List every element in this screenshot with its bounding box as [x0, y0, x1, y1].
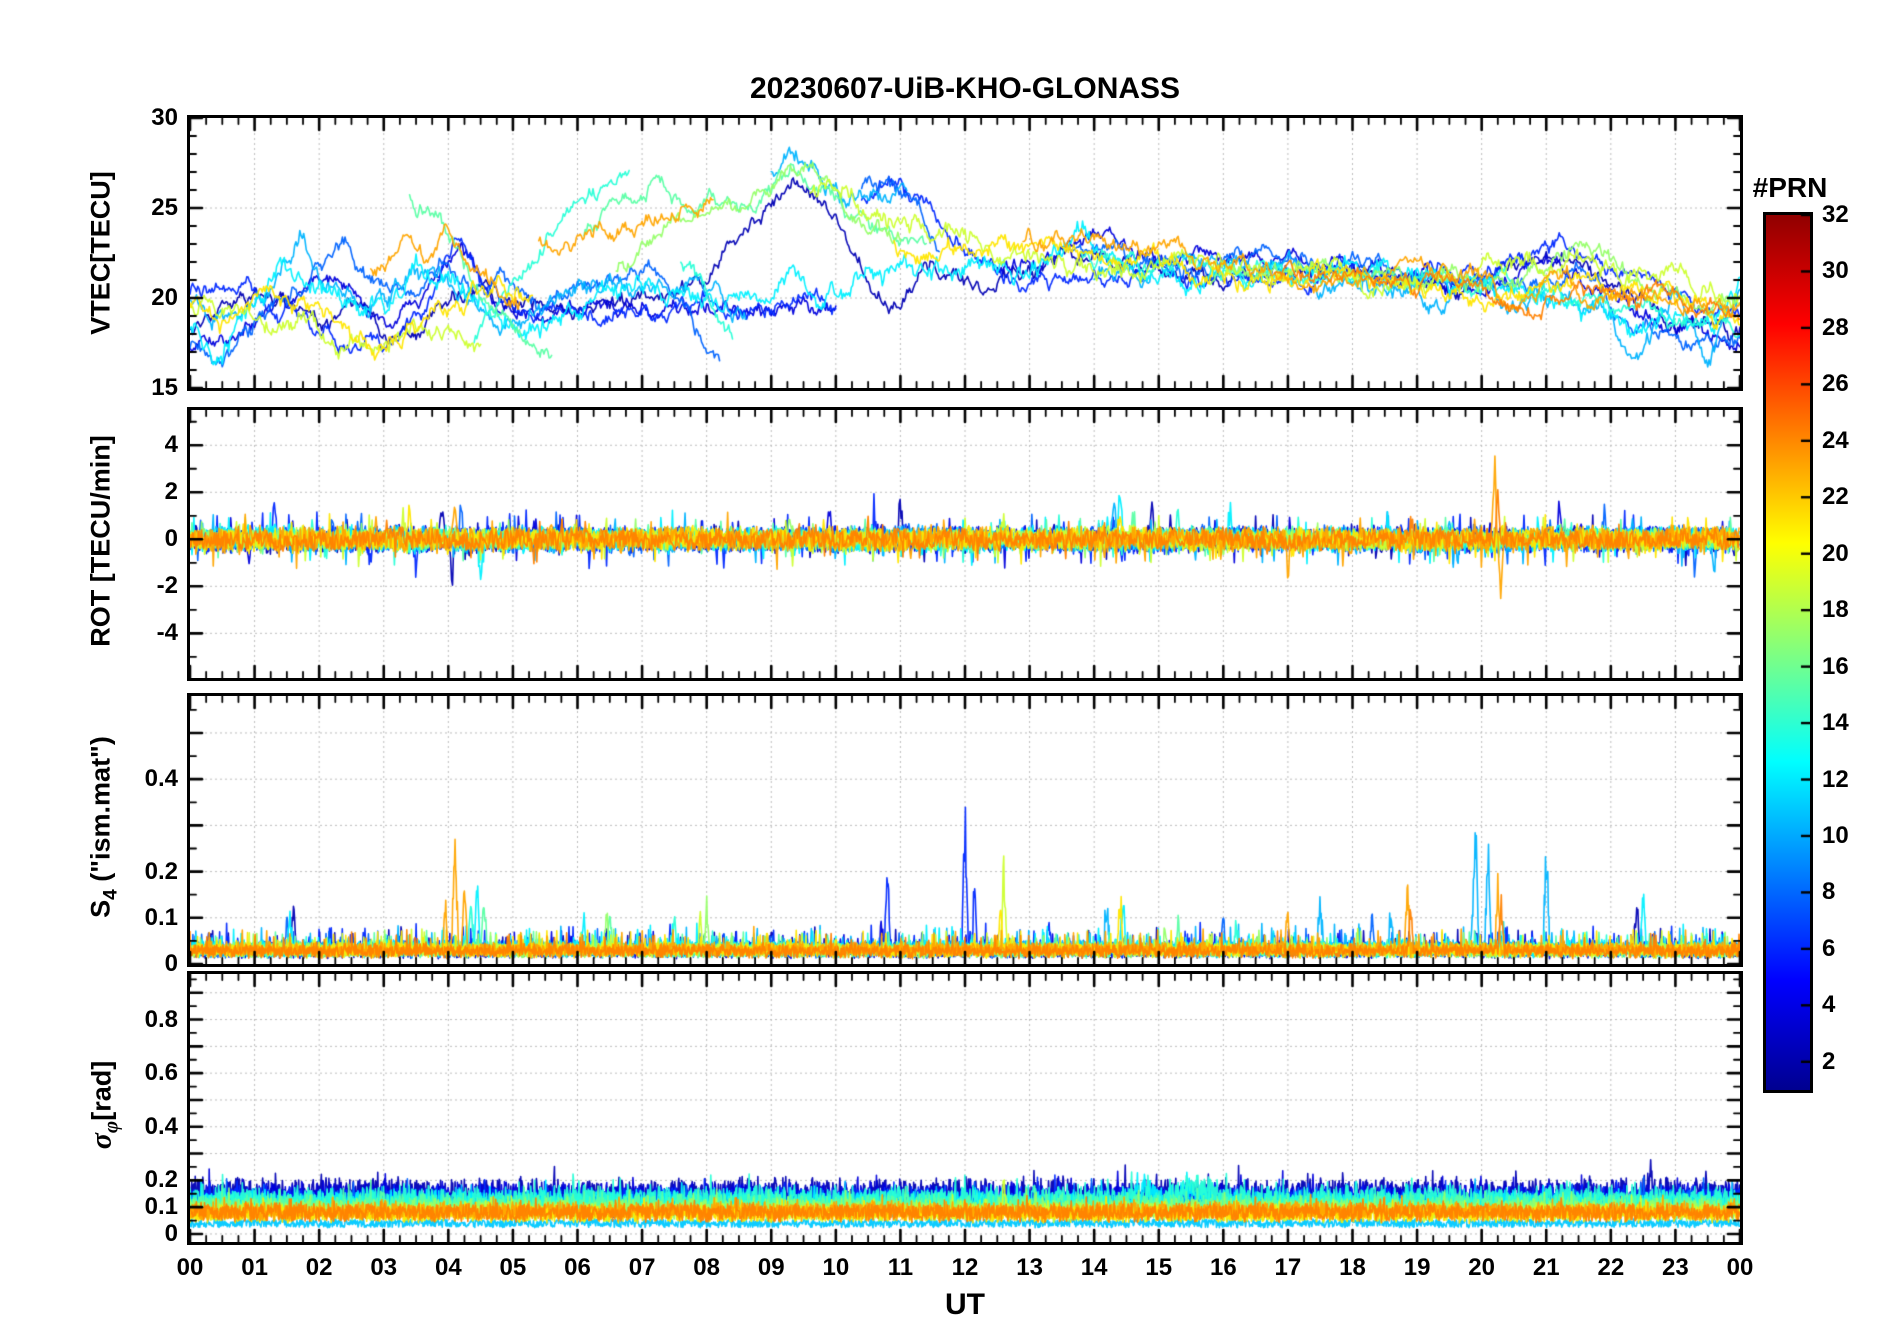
x-tick-label: 09 — [757, 1254, 785, 1281]
colorbar — [1763, 212, 1813, 1093]
x-tick-label: 08 — [693, 1254, 721, 1281]
x-tick-label: 11 — [887, 1254, 914, 1281]
y-tick-label: 15 — [151, 374, 178, 401]
x-tick-label: 22 — [1597, 1254, 1625, 1281]
s4-plot-canvas — [190, 696, 1740, 964]
colorbar-ticks-canvas — [1766, 215, 1810, 1090]
colorbar-tick-label: 32 — [1822, 201, 1849, 228]
y-tick-label: 4 — [164, 431, 178, 459]
colorbar-tick-label: 14 — [1822, 709, 1849, 737]
x-tick-label: 06 — [564, 1254, 591, 1281]
colorbar-title: #PRN — [1752, 172, 1828, 203]
x-tick-label: 10 — [822, 1254, 850, 1281]
x-axis-title: UT — [945, 1288, 985, 1321]
colorbar-tick-label: 4 — [1822, 991, 1836, 1019]
x-tick-label: 15 — [1145, 1254, 1173, 1281]
x-tick-label: 07 — [628, 1254, 656, 1281]
x-tick-label: 14 — [1080, 1254, 1108, 1281]
colorbar-tick-label: 2 — [1822, 1047, 1836, 1075]
colorbar-tick-label: 16 — [1822, 652, 1849, 680]
y-tick-label: 0 — [164, 525, 178, 553]
panel-s4 — [187, 693, 1743, 967]
colorbar-tick-label: 6 — [1822, 934, 1836, 962]
y-tick-label: 0.2 — [144, 1166, 178, 1194]
vtec-plot-canvas — [190, 118, 1740, 388]
colorbar-tick-label: 24 — [1822, 426, 1849, 454]
y-tick-label: 0.4 — [144, 1112, 178, 1140]
sigma-phi-plot-canvas — [190, 974, 1740, 1242]
x-tick-label: 02 — [305, 1254, 333, 1281]
y-tick-label: 0 — [164, 1219, 178, 1247]
x-tick-label: 17 — [1274, 1254, 1302, 1281]
y-tick-label: 0.1 — [144, 903, 178, 931]
x-tick-label: 23 — [1662, 1254, 1689, 1281]
chart-title: 20230607-UiB-KHO-GLONASS — [749, 72, 1181, 105]
vtec-axis-label: VTEC[TECU] — [85, 171, 116, 335]
x-tick-label: 04 — [434, 1254, 462, 1281]
y-tick-label: 0.8 — [144, 1005, 178, 1033]
s4-axis-label: S4 ("ism.mat") — [85, 736, 122, 918]
y-tick-label: 30 — [151, 104, 178, 131]
colorbar-tick-label: 20 — [1822, 539, 1849, 567]
panel-rot — [187, 407, 1743, 681]
x-tick-label: 00 — [176, 1254, 204, 1281]
colorbar-tick-label: 12 — [1822, 765, 1849, 793]
x-tick-label: 13 — [1016, 1254, 1043, 1281]
x-tick-label: 19 — [1403, 1254, 1431, 1281]
y-tick-label: 0.1 — [144, 1193, 178, 1221]
colorbar-tick-label: 30 — [1822, 257, 1849, 285]
x-tick-label: 18 — [1339, 1254, 1366, 1281]
x-tick-label: 05 — [499, 1254, 527, 1281]
y-tick-label: 0.4 — [144, 765, 178, 793]
colorbar-tick-label: 18 — [1822, 596, 1849, 624]
y-tick-label: -4 — [156, 619, 178, 647]
panel-vtec — [187, 115, 1743, 391]
x-tick-label: 00 — [1726, 1254, 1754, 1281]
rot-plot-canvas — [190, 410, 1740, 678]
colorbar-tick-label: 10 — [1822, 821, 1849, 849]
y-tick-label: 0 — [164, 950, 178, 977]
y-tick-label: 20 — [151, 284, 178, 311]
y-tick-label: 0.6 — [144, 1059, 178, 1087]
panel-sigma-phi — [187, 971, 1743, 1245]
colorbar-tick-label: 26 — [1822, 370, 1849, 398]
x-tick-label: 03 — [370, 1254, 398, 1281]
colorbar-tick-label: 8 — [1822, 878, 1836, 906]
sigma-phi-axis-label: σφ[rad] — [84, 1060, 123, 1150]
x-tick-label: 12 — [951, 1254, 979, 1281]
y-tick-label: 2 — [164, 478, 178, 506]
x-tick-label: 20 — [1468, 1254, 1496, 1281]
y-tick-label: -2 — [156, 572, 178, 600]
colorbar-tick-label: 28 — [1822, 313, 1849, 341]
y-tick-label: 0.2 — [144, 857, 178, 885]
rot-axis-label: ROT [TECU/min] — [85, 435, 116, 647]
x-tick-label: 16 — [1209, 1254, 1237, 1281]
colorbar-tick-label: 22 — [1822, 483, 1849, 511]
x-tick-label: 21 — [1532, 1254, 1560, 1281]
x-tick-label: 01 — [241, 1254, 268, 1281]
y-tick-label: 25 — [151, 194, 178, 221]
